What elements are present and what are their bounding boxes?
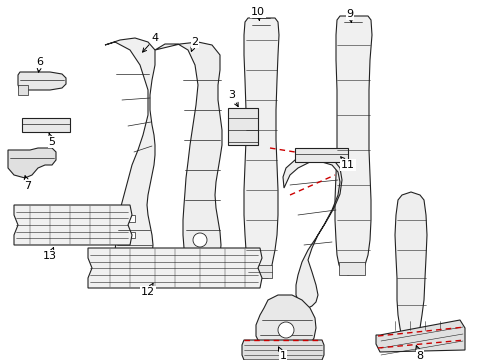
Circle shape xyxy=(193,233,206,247)
Polygon shape xyxy=(334,16,371,275)
Text: 6: 6 xyxy=(37,57,43,72)
Text: 1: 1 xyxy=(278,347,286,360)
Polygon shape xyxy=(256,295,315,352)
Polygon shape xyxy=(8,148,56,178)
Polygon shape xyxy=(227,108,258,145)
Text: 3: 3 xyxy=(228,90,238,107)
Polygon shape xyxy=(283,154,341,308)
Polygon shape xyxy=(88,248,262,288)
Text: 10: 10 xyxy=(250,7,264,21)
Polygon shape xyxy=(14,205,132,245)
Polygon shape xyxy=(121,232,135,238)
Polygon shape xyxy=(247,265,271,278)
Polygon shape xyxy=(18,85,28,95)
Polygon shape xyxy=(375,320,464,352)
Polygon shape xyxy=(294,148,347,162)
Text: 8: 8 xyxy=(415,346,423,360)
Polygon shape xyxy=(18,72,66,90)
Polygon shape xyxy=(155,42,222,272)
Text: 11: 11 xyxy=(340,157,354,170)
Polygon shape xyxy=(244,18,279,278)
Text: 12: 12 xyxy=(141,283,155,297)
Text: 2: 2 xyxy=(191,37,198,51)
Text: 4: 4 xyxy=(142,33,158,52)
Text: 7: 7 xyxy=(24,176,32,191)
Polygon shape xyxy=(22,118,70,132)
Polygon shape xyxy=(394,192,426,342)
Polygon shape xyxy=(105,38,155,270)
Text: 5: 5 xyxy=(48,134,55,147)
Text: 13: 13 xyxy=(43,247,57,261)
Circle shape xyxy=(278,322,293,338)
Text: 9: 9 xyxy=(346,9,353,23)
Polygon shape xyxy=(242,340,324,360)
Polygon shape xyxy=(121,215,135,222)
Polygon shape xyxy=(338,262,364,275)
